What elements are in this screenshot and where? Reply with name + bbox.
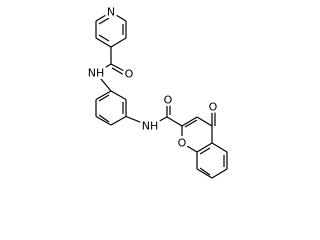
atom-label: O <box>178 137 187 150</box>
atom-label: NH <box>88 67 105 80</box>
atom-label: O <box>209 101 218 114</box>
atom-label: N <box>107 6 115 19</box>
atom-label: O <box>125 68 134 81</box>
atom-label: NH <box>142 120 159 133</box>
molecule-diagram: N O NH NH O O O <box>87 5 228 179</box>
bonds <box>95 11 228 179</box>
atom-label: O <box>164 94 173 107</box>
